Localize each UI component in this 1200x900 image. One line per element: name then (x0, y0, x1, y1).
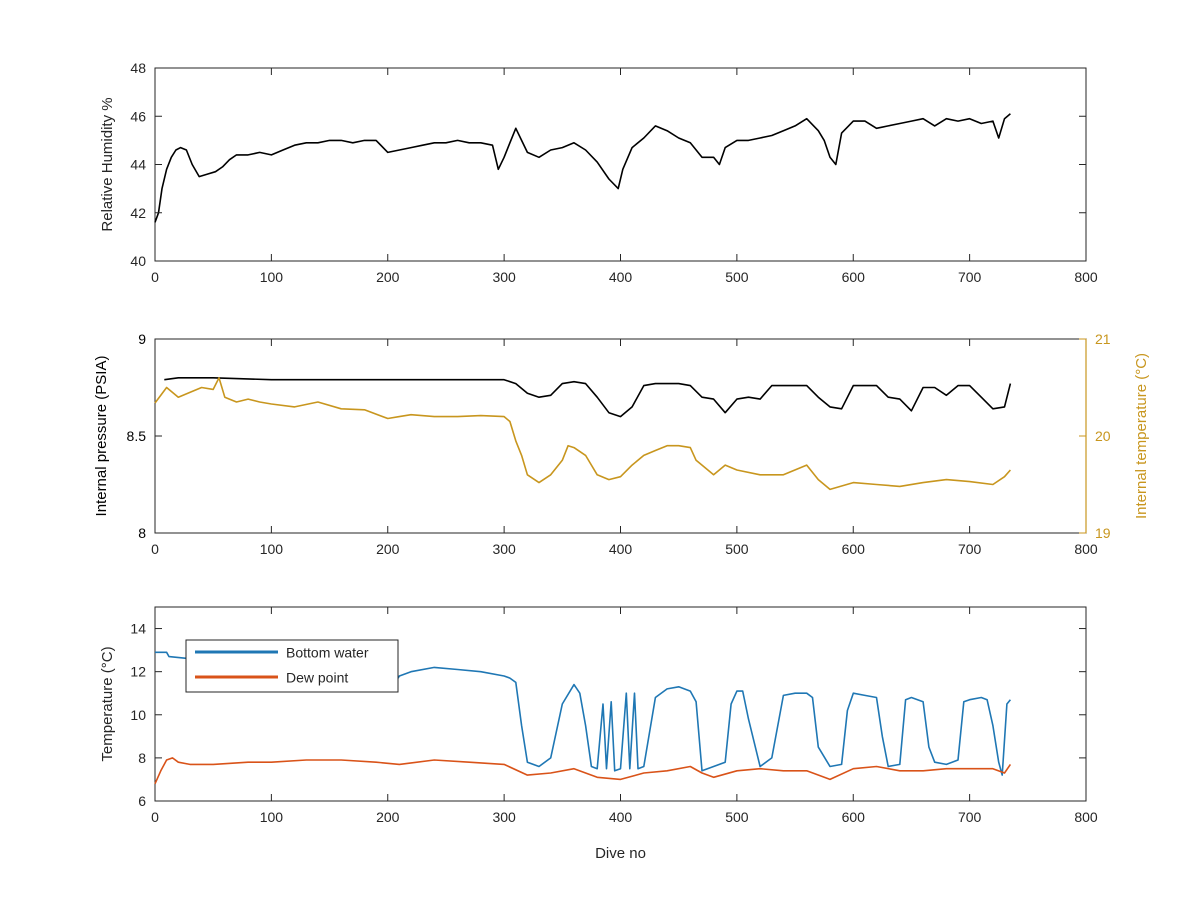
y-tick-label: 8.5 (127, 428, 147, 444)
legend-box (185, 639, 399, 693)
x-tick-label: 700 (958, 541, 982, 557)
y-tick-label: 10 (130, 707, 146, 723)
x-tick-label: 600 (842, 809, 866, 825)
x-tick-label: 100 (260, 541, 284, 557)
y-tick-label: 44 (130, 157, 146, 173)
x-tick-label: 300 (492, 541, 516, 557)
pressure-series (154, 376, 1012, 491)
x-tick-label: 600 (842, 269, 866, 285)
x-tick-label: 500 (725, 269, 749, 285)
y-tick-label: 42 (130, 205, 146, 221)
pressure-ticks: 0 100 200 300 400 500 600 700 800 8 8.5 9 19 20 21 (127, 331, 1111, 557)
pressure-panel: 0 100 200 300 400 500 600 700 800 8 8.5 9 19 20 21 Int… (93, 331, 1150, 557)
series-line-relative-humidity (154, 113, 1011, 223)
legend: Bottom water Dew point (185, 639, 399, 693)
x-tick-label: 300 (492, 269, 516, 285)
internal-temperature-y-axis-label: Internal temperature (°C) (1133, 353, 1150, 519)
series-line-internal-temperature (154, 376, 1012, 491)
humidity-series (154, 113, 1011, 223)
x-tick-label: 100 (260, 269, 284, 285)
series-line-dew-point (154, 757, 1012, 785)
pressure-axes-box (154, 338, 1087, 534)
x-tick-label: 800 (1074, 809, 1098, 825)
series-line-internal-pressure (164, 376, 1012, 418)
x-tick-label: 400 (609, 809, 633, 825)
temperature-y-axis-label: Temperature (°C) (99, 646, 116, 761)
x-tick-label: 300 (492, 809, 516, 825)
x-tick-label: 0 (151, 269, 159, 285)
legend-label-bottom-water: Bottom water (286, 645, 369, 661)
y2-tick-label: 20 (1095, 428, 1111, 444)
x-tick-label: 800 (1074, 269, 1098, 285)
y2-tick-label: 19 (1095, 525, 1111, 541)
x-tick-label: 400 (609, 269, 633, 285)
x-tick-label: 700 (958, 269, 982, 285)
x-tick-label: 500 (725, 809, 749, 825)
x-tick-label: 0 (151, 541, 159, 557)
humidity-ticks: 0 100 200 300 400 500 600 700 800 40 42 44 46 48 (130, 60, 1097, 285)
x-tick-label: 700 (958, 809, 982, 825)
x-tick-label: 800 (1074, 541, 1098, 557)
temperature-axes-box (154, 606, 1087, 802)
pressure-y-axis-label: Internal pressure (PSIA) (93, 356, 110, 517)
y-tick-label: 48 (130, 60, 146, 76)
humidity-y-axis-label: Relative Humidity % (99, 97, 116, 231)
series-line-bottom-water (155, 651, 1012, 776)
temperature-series (154, 651, 1012, 785)
temperature-ticks: 0 100 200 300 400 500 600 700 800 6 8 10 12 14 (130, 607, 1098, 825)
y-tick-label: 40 (130, 253, 146, 269)
y-tick-label: 6 (138, 793, 146, 809)
y-tick-label: 9 (138, 331, 146, 347)
y-tick-label: 14 (130, 621, 146, 637)
y-tick-label: 8 (138, 525, 146, 541)
x-axis-label: Dive no (595, 845, 646, 862)
x-tick-label: 100 (260, 809, 284, 825)
y-tick-label: 8 (138, 750, 146, 766)
x-tick-label: 0 (151, 809, 159, 825)
x-tick-label: 500 (725, 541, 749, 557)
y-tick-label: 46 (130, 108, 146, 124)
x-tick-label: 200 (376, 269, 400, 285)
humidity-axes-box (154, 67, 1087, 262)
x-tick-label: 400 (609, 541, 633, 557)
x-tick-label: 600 (842, 541, 866, 557)
x-tick-label: 200 (376, 809, 400, 825)
y-tick-label: 12 (130, 664, 146, 680)
temperature-panel: 0 100 200 300 400 500 600 700 800 6 8 10 12 14 Temper… (99, 606, 1098, 862)
y2-tick-label: 21 (1095, 331, 1111, 347)
legend-label-dew-point: Dew point (286, 670, 348, 686)
x-tick-label: 200 (376, 541, 400, 557)
humidity-panel: 0 100 200 300 400 500 600 700 800 40 42 44 46 48 Rela… (99, 60, 1098, 285)
